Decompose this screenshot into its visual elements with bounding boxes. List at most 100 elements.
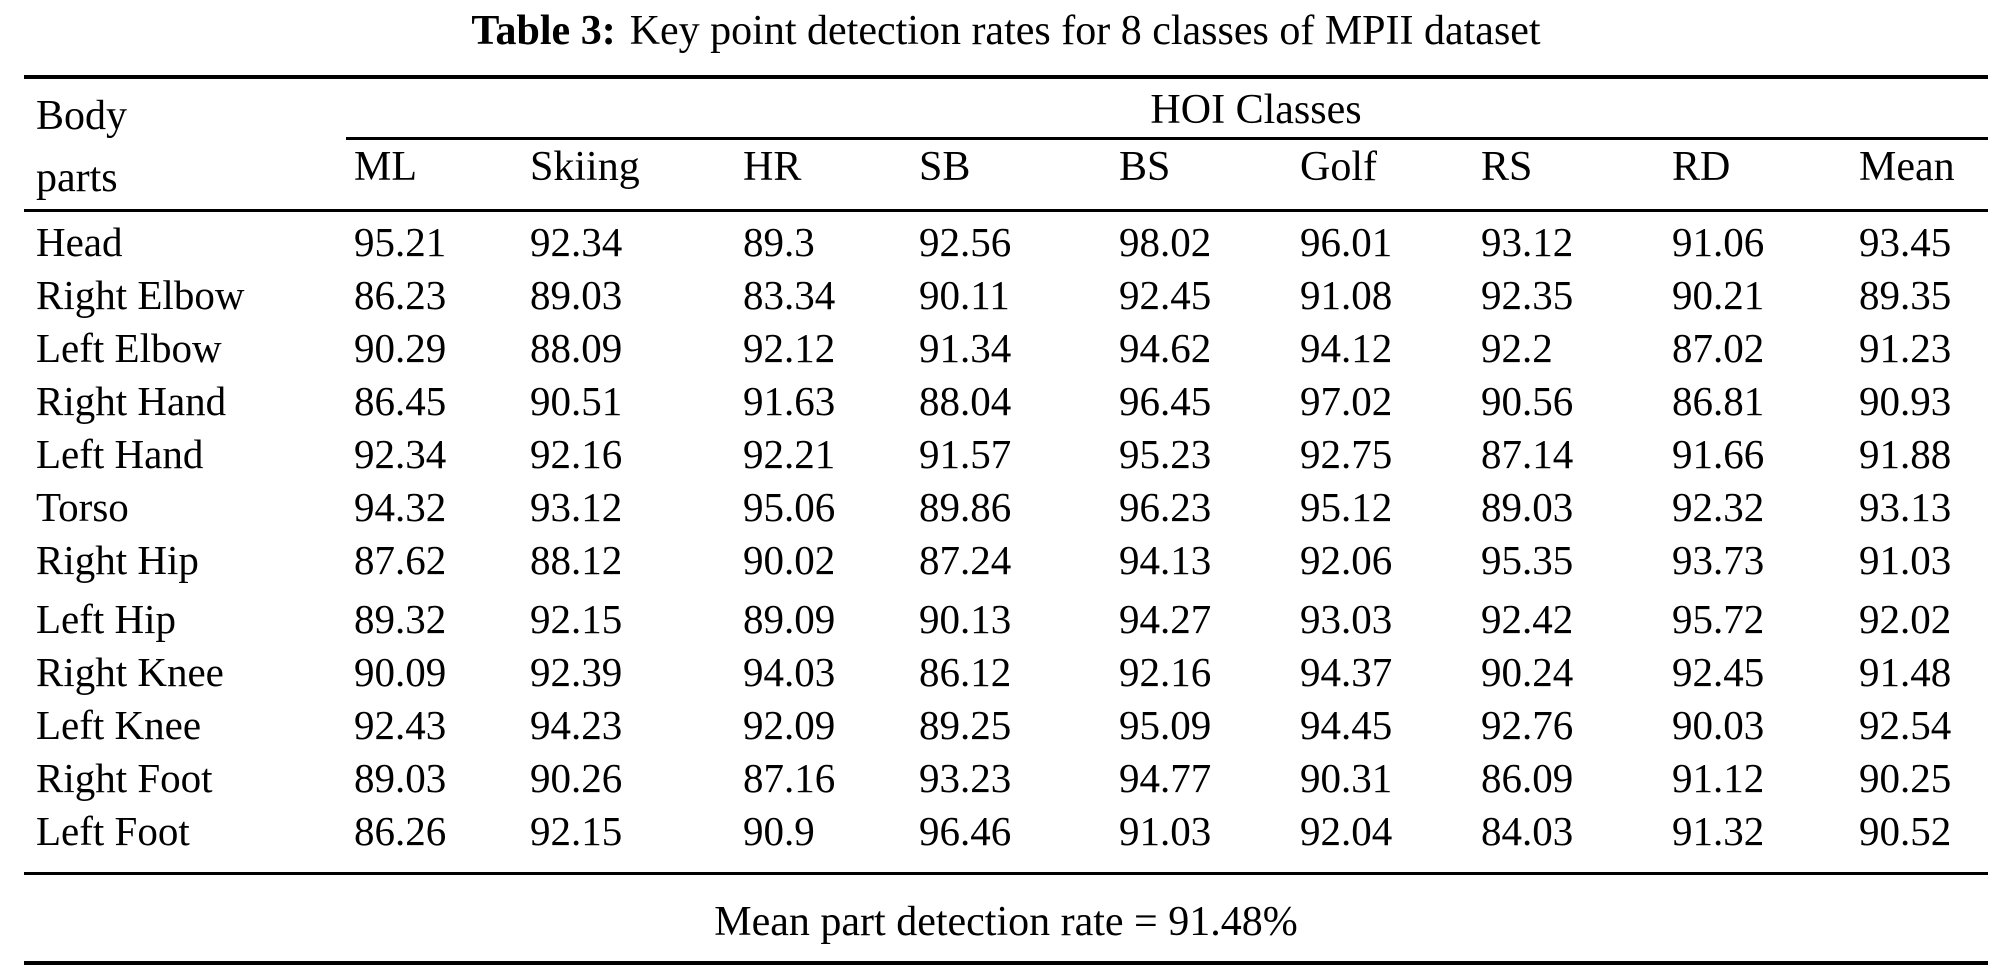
value-cell: 95.72 — [1672, 596, 1765, 642]
value-cell: 88.04 — [919, 378, 1012, 424]
column-header-mean: Mean — [1859, 144, 1955, 190]
row-values: 87.62 88.12 90.02 87.24 94.13 92.06 95.35 93.73… — [354, 534, 1988, 587]
value-cell: 90.13 — [919, 596, 1012, 642]
table-row: Right Elbow 86.23 89.03 83.34 90.11 92.45 91.0… — [24, 269, 1988, 322]
body-part-label: Left Hip — [36, 596, 177, 642]
value-cell: 89.09 — [743, 596, 836, 642]
value-cell: 91.32 — [1672, 808, 1765, 854]
value-cell: 92.56 — [919, 219, 1012, 265]
rule-above-footer — [24, 872, 1988, 875]
value-cell: 91.88 — [1859, 431, 1952, 477]
row-values: 89.03 90.26 87.16 93.23 94.77 90.31 86.09 91.12… — [354, 752, 1988, 805]
value-cell: 93.03 — [1300, 596, 1393, 642]
value-cell: 86.81 — [1672, 378, 1765, 424]
row-values: 90.29 88.09 92.12 91.34 94.62 94.12 92.2 87.02 9… — [354, 322, 1988, 375]
value-cell: 93.13 — [1859, 484, 1952, 530]
table-row: Head 95.21 92.34 89.3 92.56 98.02 96.01 93.12 91… — [24, 216, 1988, 269]
value-cell: 92.12 — [743, 325, 836, 371]
value-cell: 96.23 — [1119, 484, 1212, 530]
row-values: 94.32 93.12 95.06 89.86 96.23 95.12 89.03 92.32… — [354, 481, 1988, 534]
value-cell: 88.09 — [530, 325, 623, 371]
value-cell: 92.16 — [530, 431, 623, 477]
table-header: Body parts HOI Classes ML Skiing HR SB BS Gol… — [24, 79, 1988, 209]
row-values: 86.26 92.15 90.9 96.46 91.03 92.04 84.03 91.32 9… — [354, 805, 1988, 858]
value-cell: 88.12 — [530, 537, 623, 583]
value-cell: 92.45 — [1672, 649, 1765, 695]
rule-under-header — [24, 209, 1988, 212]
value-cell: 87.16 — [743, 755, 836, 801]
value-cell: 86.45 — [354, 378, 447, 424]
column-header-rs: RS — [1481, 144, 1533, 190]
body-part-label: Right Knee — [36, 649, 224, 695]
body-part-label: Head — [36, 219, 123, 265]
value-cell: 92.76 — [1481, 702, 1574, 748]
column-headers-row: ML Skiing HR SB BS Golf RS RD Mean — [354, 140, 1988, 208]
value-cell: 90.26 — [530, 755, 623, 801]
value-cell: 92.35 — [1481, 272, 1574, 318]
body-part-label: Left Knee — [36, 702, 202, 748]
value-cell: 86.12 — [919, 649, 1012, 695]
value-cell: 95.09 — [1119, 702, 1212, 748]
row-values: 89.32 92.15 89.09 90.13 94.27 93.03 92.42 95.72… — [354, 593, 1988, 646]
table-row: Left Elbow 90.29 88.09 92.12 91.34 94.62 94.12… — [24, 322, 1988, 375]
body-part-label: Left Foot — [36, 808, 190, 854]
value-cell: 87.02 — [1672, 325, 1765, 371]
table-row: Left Foot 86.26 92.15 90.9 96.46 91.03 92.04 84… — [24, 805, 1988, 858]
value-cell: 96.46 — [919, 808, 1012, 854]
value-cell: 92.32 — [1672, 484, 1765, 530]
table-row: Left Hand 92.34 92.16 92.21 91.57 95.23 92.75 8… — [24, 428, 1988, 481]
value-cell: 90.02 — [743, 537, 836, 583]
hoi-classes-label: HOI Classes — [1150, 87, 1362, 133]
body-parts-header: Body parts — [24, 79, 354, 209]
value-cell: 91.57 — [919, 431, 1012, 477]
value-cell: 92.54 — [1859, 702, 1952, 748]
column-header-skiing: Skiing — [530, 144, 640, 190]
value-cell: 94.27 — [1119, 596, 1212, 642]
value-cell: 92.45 — [1119, 272, 1212, 318]
table-row: Torso 94.32 93.12 95.06 89.86 96.23 95.12 89.03… — [24, 481, 1988, 534]
value-cell: 89.32 — [354, 596, 447, 642]
table-caption: Table 3: Key point detection rates for 8 … — [0, 0, 2012, 54]
value-cell: 90.29 — [354, 325, 447, 371]
column-header-ml: ML — [354, 144, 417, 190]
value-cell: 90.51 — [530, 378, 623, 424]
value-cell: 90.25 — [1859, 755, 1952, 801]
value-cell: 91.06 — [1672, 219, 1765, 265]
table-row: Left Knee 92.43 94.23 92.09 89.25 95.09 94.45 9… — [24, 699, 1988, 752]
body-part-label: Right Hand — [36, 378, 227, 424]
value-cell: 92.16 — [1119, 649, 1212, 695]
body-part-label: Left Hand — [36, 431, 204, 477]
body-parts-header-line2: parts — [36, 155, 118, 201]
value-cell: 89.3 — [743, 219, 815, 265]
value-cell: 89.03 — [1481, 484, 1574, 530]
value-cell: 91.03 — [1859, 537, 1952, 583]
value-cell: 98.02 — [1119, 219, 1212, 265]
value-cell: 94.77 — [1119, 755, 1212, 801]
row-values: 86.23 89.03 83.34 90.11 92.45 91.08 92.35 90.21… — [354, 269, 1988, 322]
value-cell: 92.06 — [1300, 537, 1393, 583]
value-cell: 90.9 — [743, 808, 815, 854]
table-body: Head 95.21 92.34 89.3 92.56 98.02 96.01 93.12 91… — [24, 212, 1988, 872]
value-cell: 92.75 — [1300, 431, 1393, 477]
rule-bottom — [24, 961, 1988, 965]
value-cell: 91.63 — [743, 378, 836, 424]
mean-detection-rate-note: Mean part detection rate = 91.48% — [714, 899, 1298, 945]
value-cell: 92.09 — [743, 702, 836, 748]
body-parts-header-line1: Body — [36, 93, 128, 139]
value-cell: 90.21 — [1672, 272, 1765, 318]
value-cell: 90.11 — [919, 272, 1010, 318]
column-header-hr: HR — [743, 144, 802, 190]
value-cell: 92.04 — [1300, 808, 1393, 854]
value-cell: 95.12 — [1300, 484, 1393, 530]
value-cell: 91.08 — [1300, 272, 1393, 318]
table-row: Right Knee 90.09 92.39 94.03 86.12 92.16 94.37… — [24, 646, 1988, 699]
value-cell: 94.03 — [743, 649, 836, 695]
value-cell: 94.13 — [1119, 537, 1212, 583]
row-values: 92.34 92.16 92.21 91.57 95.23 92.75 87.14 91.66… — [354, 428, 1988, 481]
value-cell: 89.35 — [1859, 272, 1952, 318]
body-part-label: Left Elbow — [36, 325, 222, 371]
table-row: Left Hip 89.32 92.15 89.09 90.13 94.27 93.03 92… — [24, 593, 1988, 646]
value-cell: 87.62 — [354, 537, 447, 583]
value-cell: 93.45 — [1859, 219, 1952, 265]
value-cell: 86.26 — [354, 808, 447, 854]
